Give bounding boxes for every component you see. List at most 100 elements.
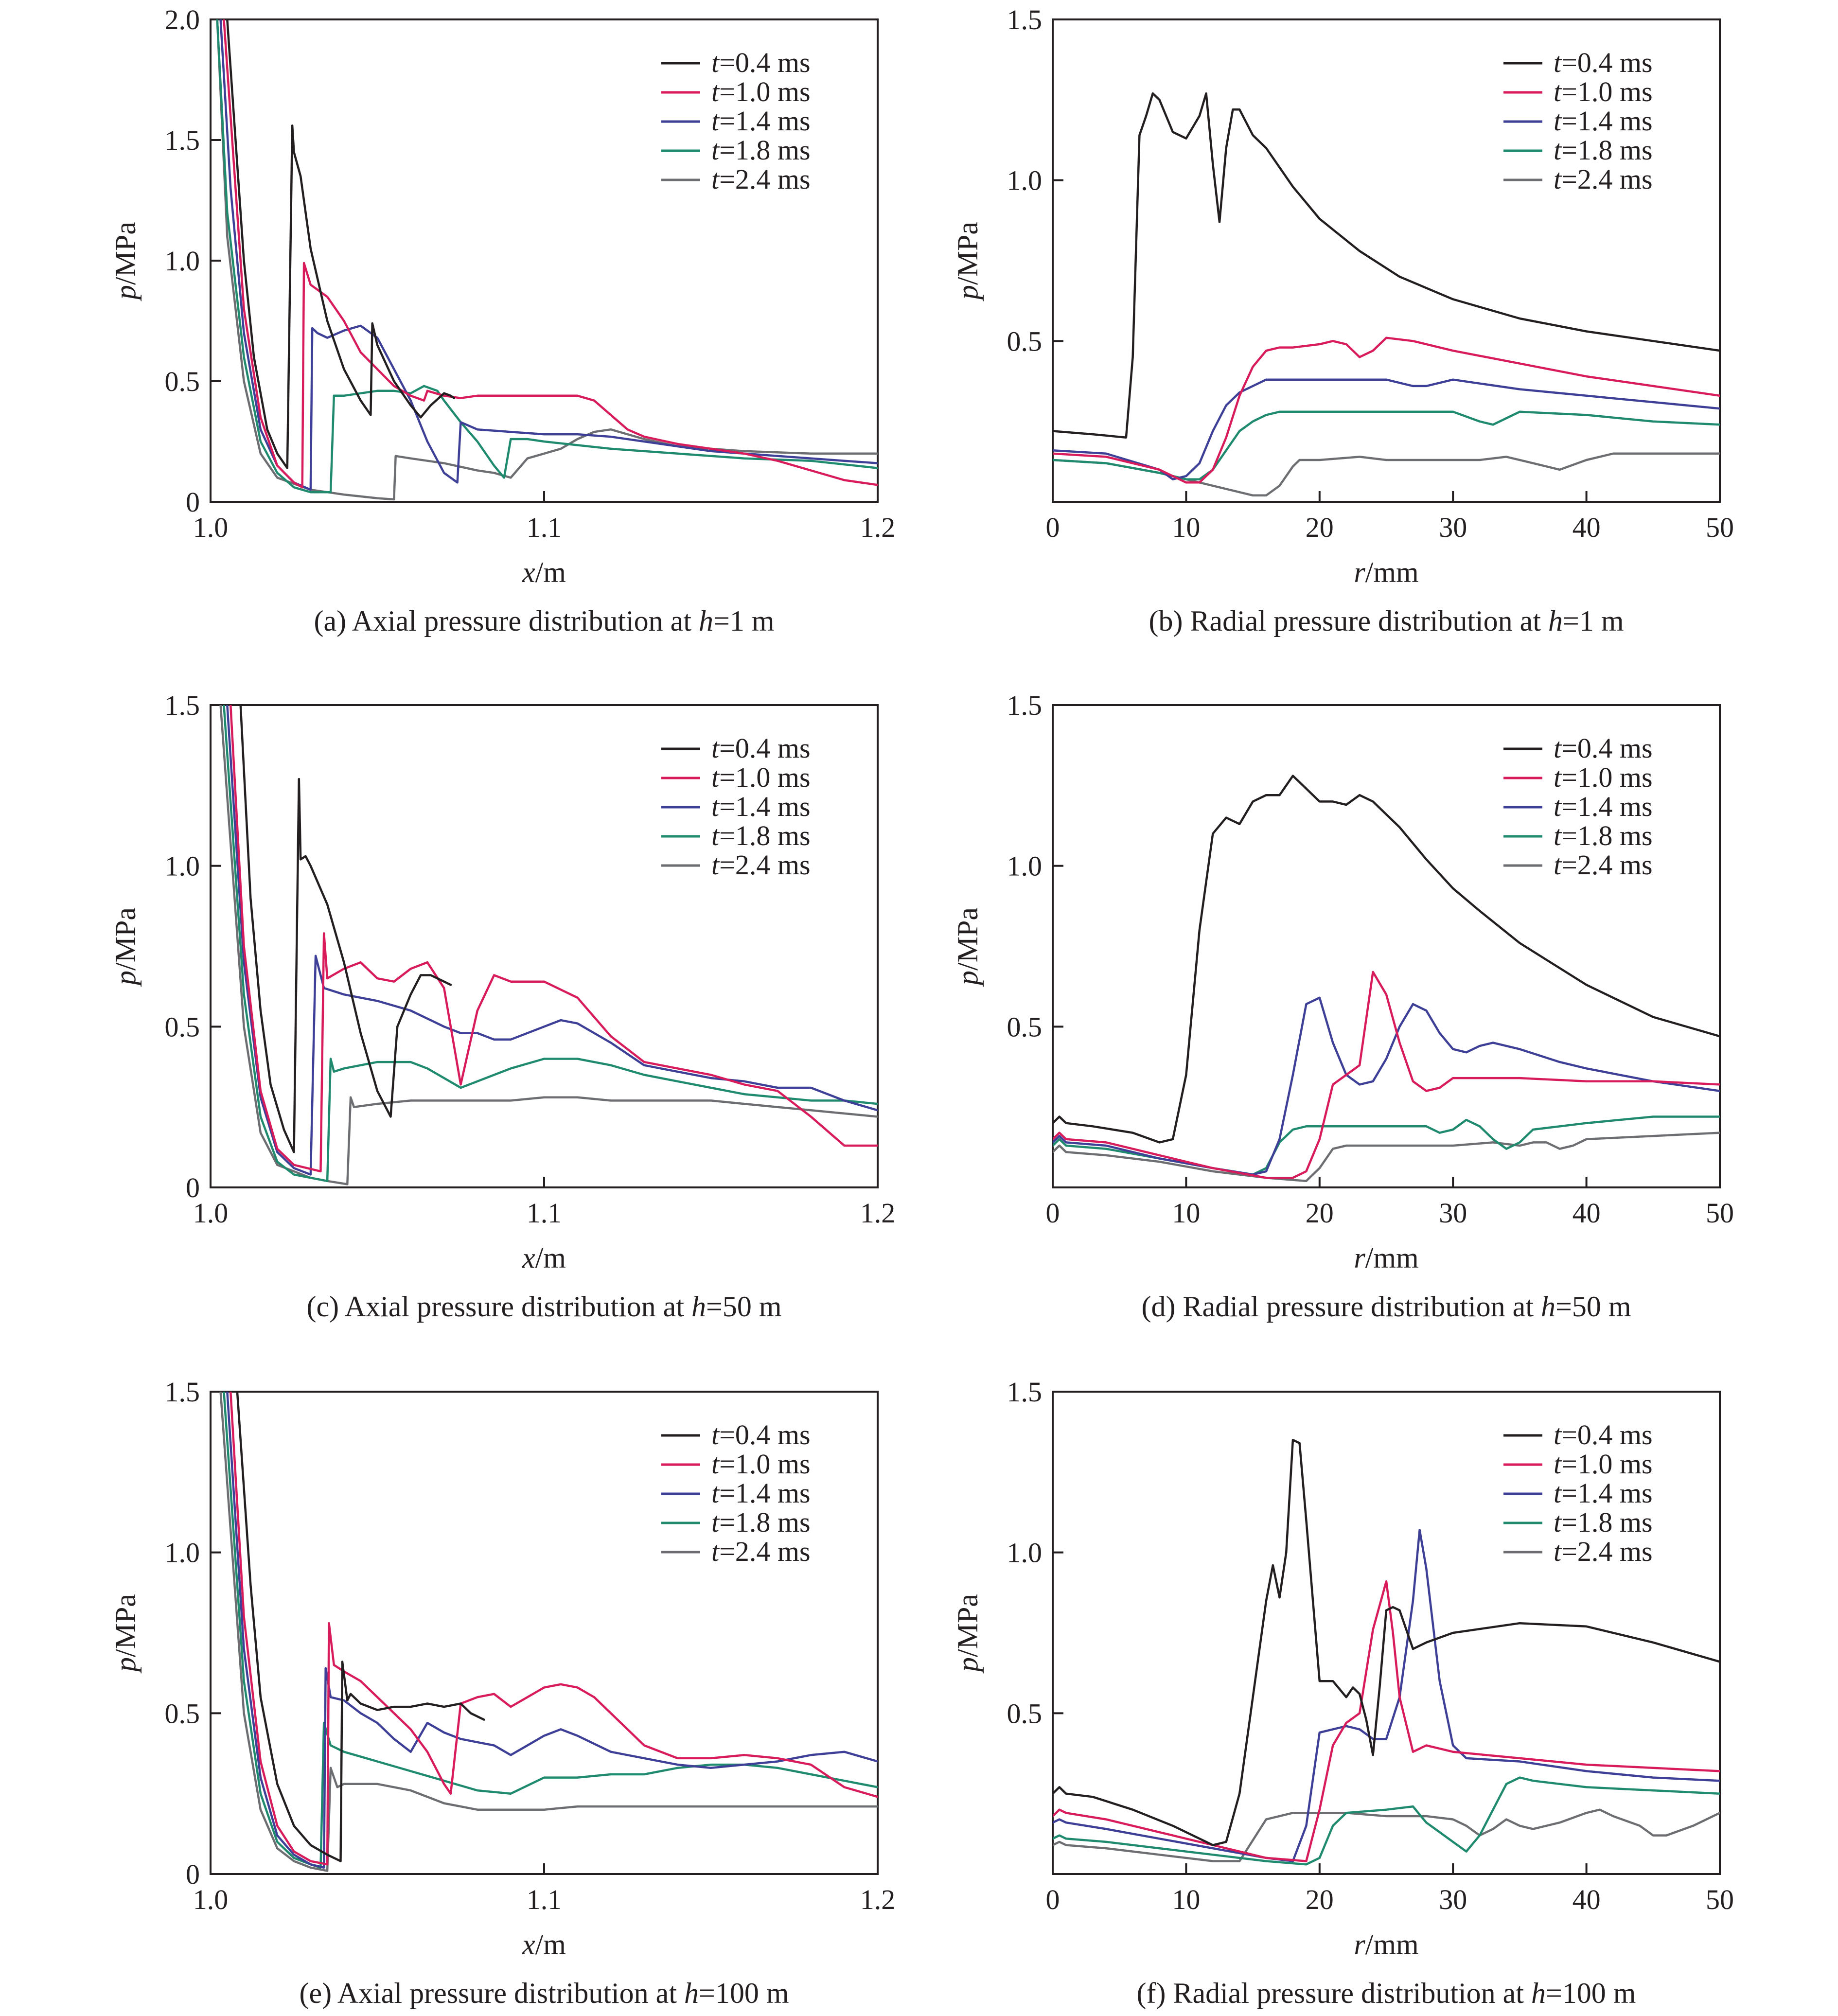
x-tick-label: 1.1: [527, 512, 562, 543]
series-line: [219, 1392, 878, 1872]
panel-caption: (c) Axial pressure distribution at h=50 …: [307, 1291, 782, 1323]
series-line: [1053, 92, 1720, 439]
series-line: [1053, 1580, 1720, 1862]
chart-panel-d: 0 10 20 30 40 50 0.5 1.0 1.5 r/mm p/MPa (d) Radial …: [952, 690, 1734, 1323]
legend-label: t=1.0 ms: [711, 1448, 811, 1480]
x-axis-title: x/m: [522, 1242, 566, 1274]
legend-label: t=1.0 ms: [711, 761, 811, 793]
legend-label: t=1.4 ms: [1554, 105, 1653, 137]
x-tick-label: 40: [1573, 1197, 1601, 1229]
x-tick-label: 20: [1306, 1197, 1334, 1229]
legend: t=0.4 mst=1.0 mst=1.4 mst=1.8 mst=2.4 ms: [661, 1419, 811, 1567]
x-tick-label: 1.2: [860, 512, 896, 543]
panel-caption: (e) Axial pressure distribution at h=100…: [300, 1977, 789, 2009]
series-line: [226, 1392, 878, 1869]
series-line: [1053, 1132, 1720, 1183]
legend-label: t=1.4 ms: [711, 105, 811, 137]
series-line: [1053, 410, 1720, 480]
legend-label: t=2.4 ms: [1554, 849, 1653, 881]
legend-label: t=1.0 ms: [1554, 761, 1653, 793]
legend-label: t=1.8 ms: [711, 134, 811, 166]
x-tick-label: 40: [1573, 1884, 1601, 1915]
y-tick-label: 0: [186, 1858, 200, 1890]
y-tick-label: 0: [186, 486, 200, 518]
legend: t=0.4 mst=1.0 mst=1.4 mst=1.8 mst=2.4 ms: [1503, 47, 1653, 195]
x-tick-label: 1.1: [527, 1197, 562, 1229]
y-tick-label: 1.5: [1007, 690, 1043, 721]
plot-area: [1052, 704, 1721, 1188]
x-tick-label: 1.2: [860, 1197, 896, 1229]
legend-label: t=1.0 ms: [1554, 76, 1653, 107]
y-tick-label: 1.5: [1007, 4, 1043, 35]
plot-area: [1052, 18, 1721, 503]
legend-label: t=1.4 ms: [1554, 791, 1653, 822]
x-axis-title: x/m: [522, 556, 566, 588]
legend-label: t=1.8 ms: [1554, 1506, 1653, 1538]
legend-label: t=0.4 ms: [1554, 1419, 1653, 1450]
series-line: [1053, 452, 1720, 497]
x-tick-label: 30: [1439, 1197, 1467, 1229]
series-line: [229, 705, 878, 1173]
x-tick-label: 20: [1306, 1884, 1334, 1915]
series-lines: [1053, 775, 1720, 1183]
y-tick-label: 1.0: [1007, 165, 1043, 196]
y-tick-label: 1.0: [165, 245, 200, 277]
y-tick-label: 0.5: [165, 366, 200, 397]
chart-panel-e: 1.0 1.1 1.2 0 0.5 1.0 1.5 x/m p/MPa (e) Axial pre…: [109, 1376, 895, 2009]
legend-label: t=1.8 ms: [1554, 134, 1653, 166]
series-line: [1053, 1808, 1720, 1862]
legend-label: t=1.8 ms: [711, 820, 811, 851]
y-axis-title: p/MPa: [109, 222, 141, 301]
x-axis-title: r/mm: [1354, 1928, 1418, 1961]
series-lines: [1053, 1438, 1720, 1866]
y-tick-label: 1.5: [165, 124, 200, 156]
series-line: [1053, 775, 1720, 1144]
series-line: [226, 19, 456, 469]
y-tick-label: 0: [186, 1172, 200, 1203]
y-axis-title: p/MPa: [952, 222, 984, 301]
series-line: [216, 19, 878, 501]
series-line: [216, 19, 878, 494]
y-tick-label: 1.0: [165, 850, 200, 882]
series-line: [236, 1392, 485, 1862]
x-axis-title: x/m: [522, 1928, 566, 1961]
x-tick-label: 1.1: [527, 1884, 562, 1915]
legend: t=0.4 mst=1.0 mst=1.4 mst=1.8 mst=2.4 ms: [1503, 732, 1653, 881]
y-tick-label: 1.0: [165, 1537, 200, 1569]
legend-label: t=1.4 ms: [1554, 1477, 1653, 1509]
y-axis-title: p/MPa: [109, 1594, 141, 1674]
panel-caption: (d) Radial pressure distribution at h=50…: [1142, 1291, 1631, 1323]
legend-label: t=1.4 ms: [711, 1477, 811, 1509]
x-tick-label: 30: [1439, 512, 1467, 543]
x-tick-label: 50: [1706, 1197, 1734, 1229]
series-line: [1053, 336, 1720, 484]
legend-label: t=1.4 ms: [711, 791, 811, 822]
x-tick-label: 10: [1172, 1884, 1200, 1915]
panel-caption: (f) Radial pressure distribution at h=10…: [1137, 1977, 1636, 2009]
y-tick-label: 0.5: [165, 1011, 200, 1043]
x-tick-label: 10: [1172, 512, 1200, 543]
legend-label: t=0.4 ms: [711, 47, 811, 78]
chart-panel-a: 1.0 1.1 1.2 0 0.5 1.0 1.5 2.0 x/m p/MPa (a) Axial …: [109, 4, 895, 637]
y-tick-label: 0.5: [1007, 325, 1043, 357]
x-tick-label: 1.0: [193, 1197, 229, 1229]
y-axis-title: p/MPa: [109, 907, 141, 987]
legend: t=0.4 mst=1.0 mst=1.4 mst=1.8 mst=2.4 ms: [661, 732, 811, 881]
x-tick-label: 40: [1573, 512, 1601, 543]
x-tick-label: 20: [1306, 512, 1334, 543]
series-lines: [216, 19, 878, 501]
chart-panel-b: 0 10 20 30 40 50 0.5 1.0 1.5 r/mm p/MPa (b) Radial …: [952, 4, 1734, 637]
y-axis-title: p/MPa: [952, 907, 984, 987]
panel-caption: (b) Radial pressure distribution at h=1 …: [1149, 605, 1624, 637]
x-tick-label: 30: [1439, 1884, 1467, 1915]
y-tick-label: 2.0: [165, 4, 200, 35]
legend-label: t=1.0 ms: [1554, 1448, 1653, 1480]
series-line: [1053, 1529, 1720, 1862]
legend: t=0.4 mst=1.0 mst=1.4 mst=1.8 mst=2.4 ms: [1503, 1419, 1653, 1567]
x-tick-label: 10: [1172, 1197, 1200, 1229]
legend-label: t=1.8 ms: [1554, 820, 1653, 851]
y-axis-title: p/MPa: [952, 1594, 984, 1674]
x-tick-label: 0: [1046, 1884, 1060, 1915]
series-lines: [1053, 92, 1720, 497]
